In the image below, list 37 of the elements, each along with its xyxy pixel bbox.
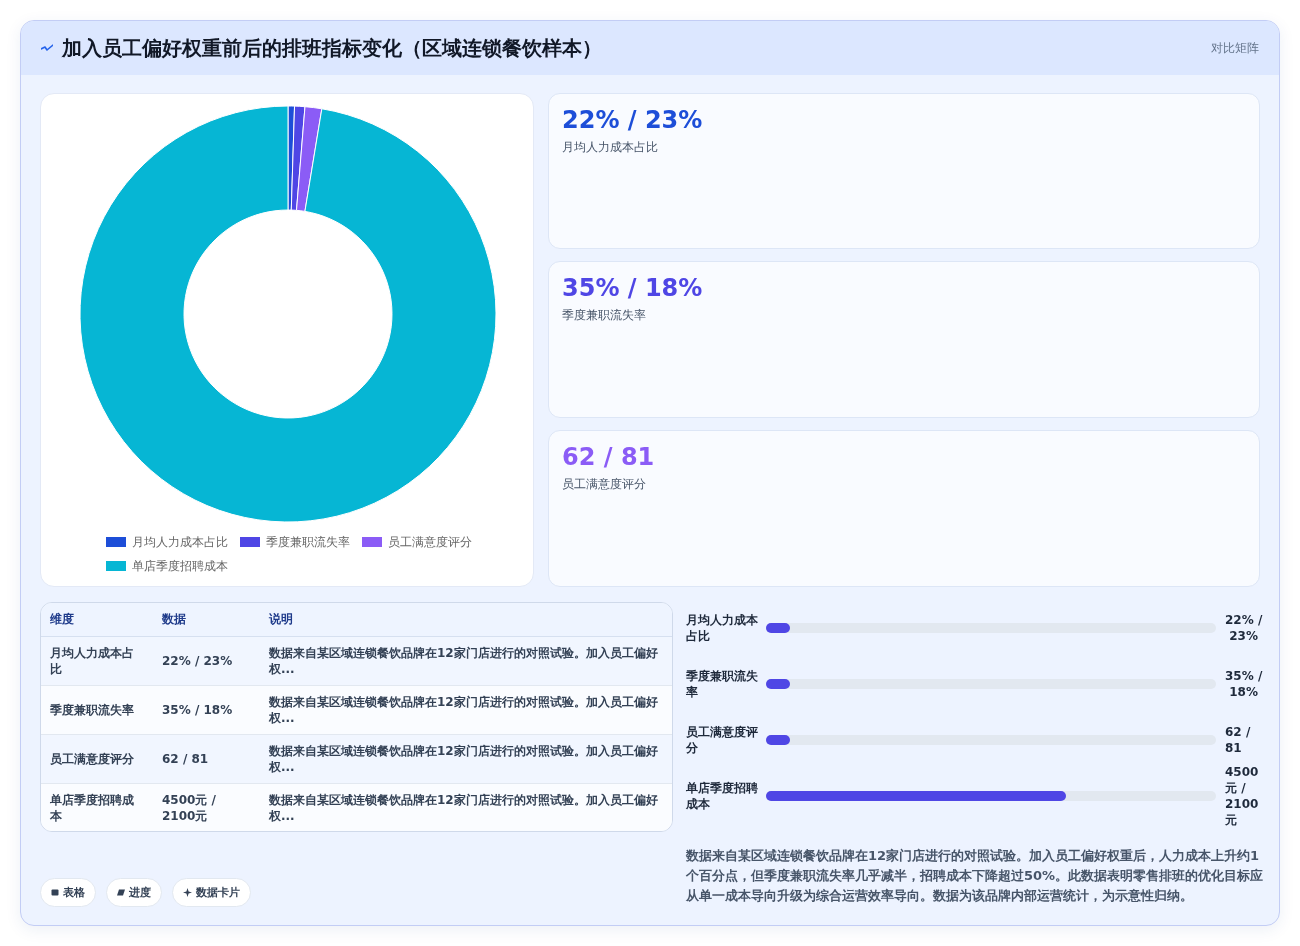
text: 员工满意度评分 [562, 476, 646, 492]
text: 22% / 23% [1225, 613, 1263, 643]
legend-label: 月均人力成本占比 [132, 535, 228, 549]
text: 数据来自某区域连锁餐饮品牌在12家门店进行的对照试验。加入员工偏好权... [260, 636, 672, 686]
legend-label: 季度兼职流失率 [266, 535, 350, 549]
y-tick-label: 单店季度招聘成本 [685, 781, 758, 811]
text: 4500元 / 2100元 [1225, 765, 1259, 827]
text: 数据来自某区域连锁餐饮品牌在12家门店进行的对照试验。加入员工偏好权... [260, 783, 672, 833]
y-tick-label: 季度兼职流失率 [685, 669, 759, 699]
text: 对比矩阵 [1211, 40, 1259, 56]
text: 35% / 18% [562, 273, 703, 304]
legend-label: 员工满意度评分 [388, 535, 472, 549]
text: 维度 [41, 603, 153, 637]
y-tick-label: 员工满意度评分 [685, 725, 758, 755]
text: 单店季度招聘成本 [41, 783, 153, 833]
text: 22% / 23% [562, 105, 703, 136]
text: 数据 [153, 603, 260, 637]
text: 数据来自某区域连锁餐饮品牌在12家门店进行的对照试验。加入员工偏好权重后，人力成本上升约1个百分点，但季度兼职流失率几乎减半，招聘成本下降超过50%。此数据表明零售排班的优化目标应从单一成本导向升级为综合运营效率导向。数据为该品牌内部运营统计，为示意性归纳。 [686, 847, 1264, 905]
text: 月均人力成本占比 [41, 636, 153, 686]
legend-label: 单店季度招聘成本 [132, 559, 228, 573]
text: 35% / 18% [1225, 669, 1263, 699]
text: 62 / 81 [153, 734, 260, 784]
y-tick-label: 月均人力成本占比 [685, 613, 759, 643]
text: 62 / 81 [1225, 725, 1251, 755]
text: 62 / 81 [562, 442, 655, 473]
text: 月均人力成本占比 [562, 139, 658, 155]
chart-title: 加入员工偏好权重前后的排班指标变化（区域连锁餐饮样本） [62, 35, 602, 61]
text: 说明 [260, 603, 672, 637]
text: 4500元 / 2100元 [153, 783, 260, 833]
text: 季度兼职流失率 [562, 307, 646, 323]
text: 数据来自某区域连锁餐饮品牌在12家门店进行的对照试验。加入员工偏好权... [260, 734, 672, 784]
text: 员工满意度评分 [41, 734, 153, 784]
text: 35% / 18% [153, 685, 260, 735]
text: 季度兼职流失率 [41, 685, 153, 735]
text: 22% / 23% [153, 636, 260, 686]
view-tab[interactable]: 数据卡片 [172, 878, 251, 907]
text: 数据来自某区域连锁餐饮品牌在12家门店进行的对照试验。加入员工偏好权... [260, 685, 672, 735]
